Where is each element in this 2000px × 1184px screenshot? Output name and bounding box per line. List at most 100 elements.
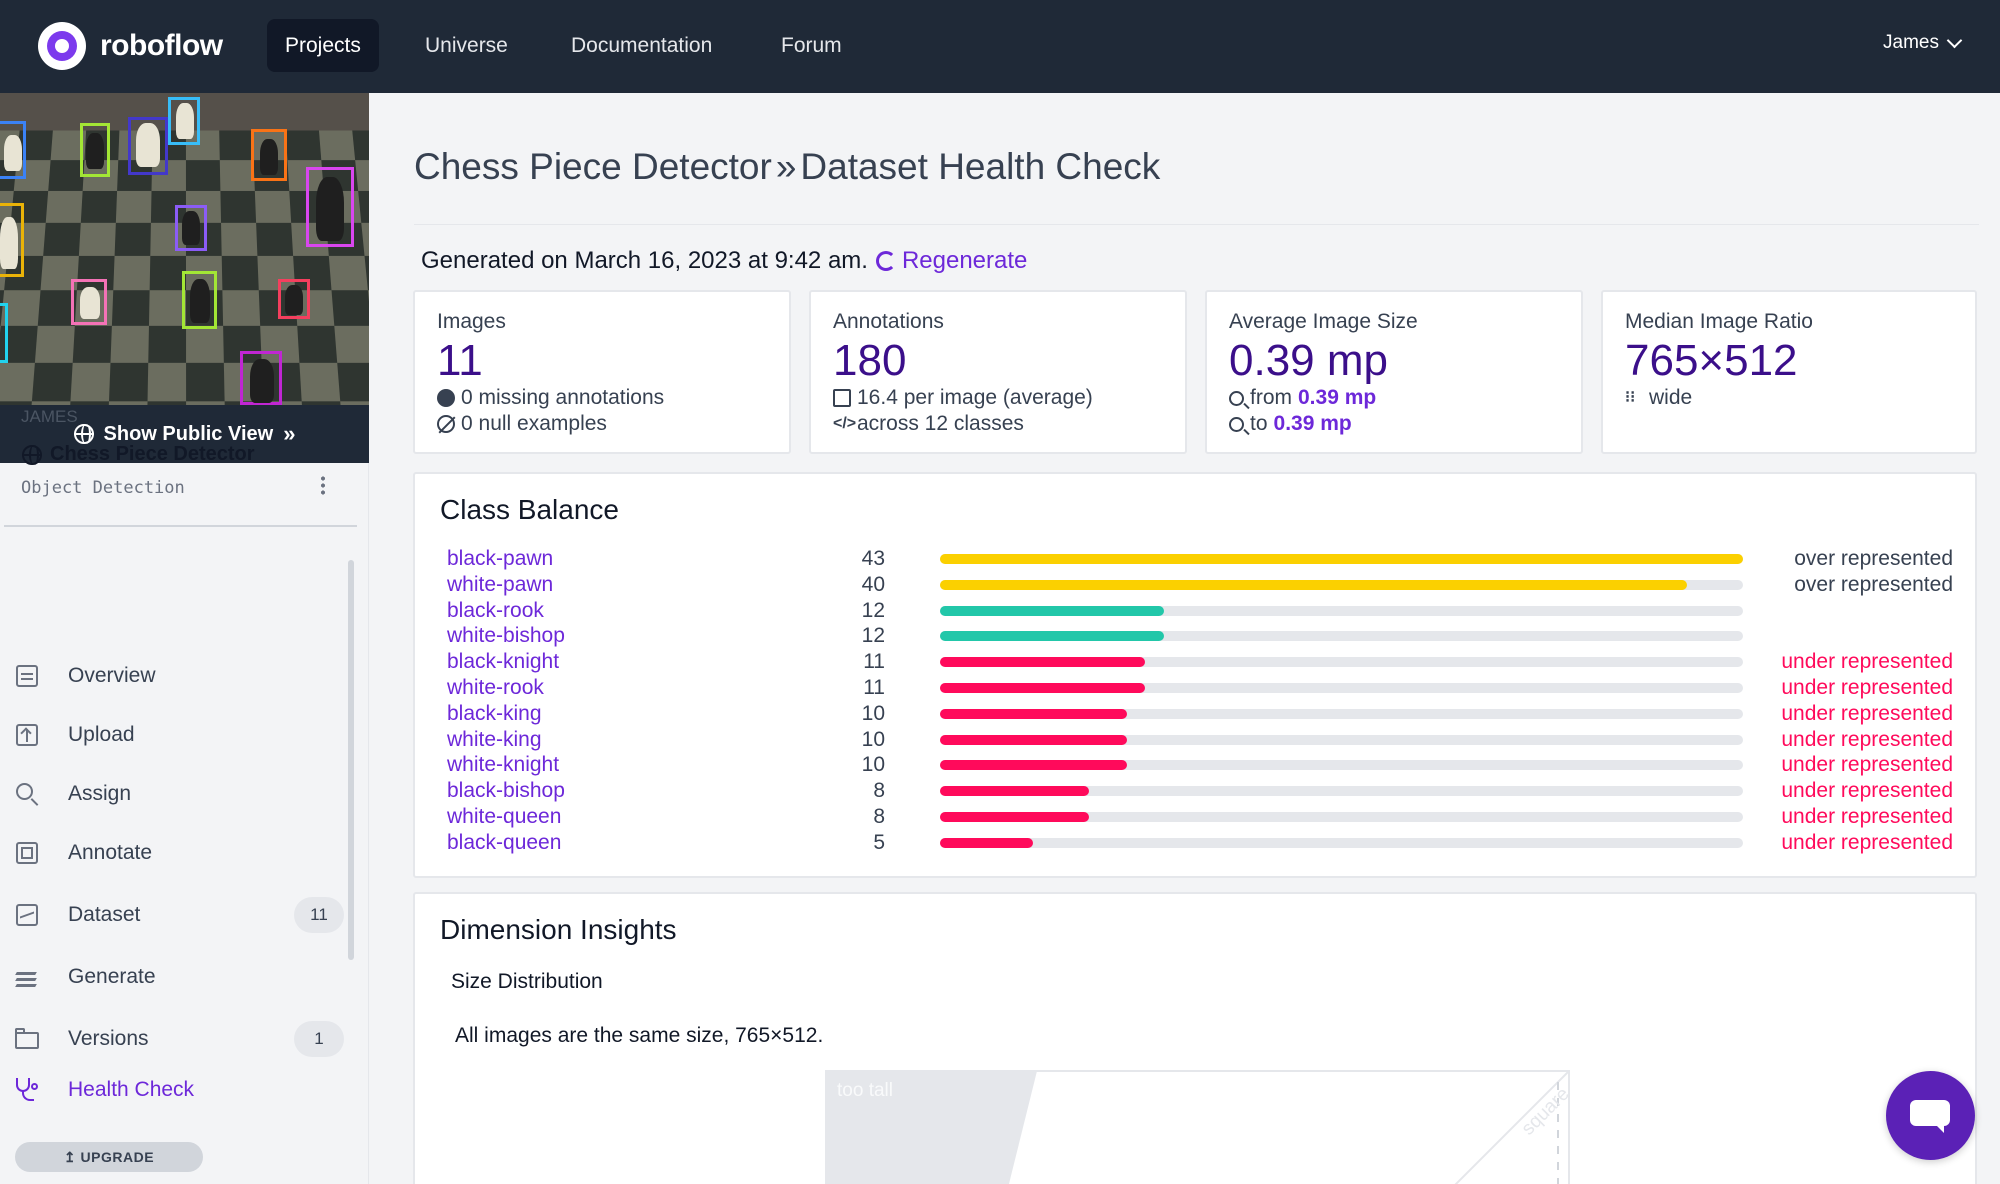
null-examples: 0 null examples — [461, 412, 607, 435]
bounding-box — [0, 203, 24, 277]
bounding-box — [0, 121, 26, 179]
sidebar-item-versions[interactable]: Versions 1 — [14, 1019, 344, 1059]
sidebar-scrollbar[interactable] — [348, 560, 354, 960]
class-bar-fill — [940, 554, 1743, 564]
show-public-view-button[interactable]: Show Public View » — [0, 405, 369, 463]
class-status: under represented — [1781, 805, 1953, 828]
class-bar-fill — [940, 631, 1165, 642]
stat-label: Images — [437, 310, 506, 333]
page-title: Chess Piece Detector» Dataset Health Chec… — [414, 146, 1160, 188]
same-size-note: All images are the same size, 765×512. — [455, 1024, 824, 1047]
square-diagonal — [1454, 1070, 1570, 1184]
stat-value: 765×512 — [1625, 336, 1798, 385]
workspace-owner: JAMES — [21, 407, 78, 426]
class-name-link[interactable]: white-king — [447, 727, 542, 751]
breadcrumb-page: Dataset Health Check — [800, 146, 1161, 187]
breadcrumb-project[interactable]: Chess Piece Detector — [414, 146, 772, 187]
brand-name: roboflow — [100, 29, 223, 62]
size-to-prefix: to — [1250, 412, 1268, 435]
nav-forum[interactable]: Forum — [781, 34, 842, 57]
stat-value: 0.39 mp — [1229, 336, 1388, 385]
class-balance-row: black-bishop 8 under represented — [415, 778, 1975, 804]
project-name[interactable]: Chess Piece Detector — [22, 443, 255, 466]
chess-piece — [136, 123, 160, 167]
upgrade-button[interactable]: ↥ UPGRADE — [15, 1142, 203, 1172]
sidebar-item-label: Annotate — [68, 841, 153, 864]
bounding-box — [175, 205, 207, 251]
annotate-icon — [14, 840, 40, 866]
stat-value: 11 — [437, 336, 483, 385]
sidebar-item-label: Versions — [68, 1027, 149, 1050]
class-bar-track — [940, 554, 1743, 564]
project-name-label: Chess Piece Detector — [50, 443, 255, 465]
class-name-link[interactable]: black-bishop — [447, 779, 565, 803]
class-balance-row: white-pawn 40 over represented — [415, 572, 1975, 598]
regenerate-link[interactable]: Regenerate — [875, 247, 1027, 275]
sidebar-item-label: Overview — [68, 664, 156, 687]
chess-piece — [0, 217, 18, 269]
nav-projects[interactable]: Projects — [267, 19, 379, 72]
class-bar-track — [940, 760, 1743, 771]
class-bar-fill — [940, 579, 1687, 590]
sidebar-item-assign[interactable]: Assign — [14, 774, 344, 814]
stat-label: Average Image Size — [1229, 310, 1418, 333]
class-name-link[interactable]: black-pawn — [447, 547, 554, 570]
bounding-box — [278, 279, 310, 319]
roboflow-logo[interactable]: roboflow — [38, 22, 223, 70]
generated-info: Generated on March 16, 2023 at 9:42 am. … — [421, 247, 1027, 275]
chess-piece — [285, 285, 303, 315]
generated-timestamp: Generated on March 16, 2023 at 9:42 am. — [421, 247, 868, 274]
roboflow-logo-icon — [38, 22, 86, 70]
zoom-in-icon — [1229, 416, 1244, 432]
size-to-value: 0.39 mp — [1273, 412, 1352, 435]
class-balance-row: white-rook 11 under represented — [415, 675, 1975, 701]
chess-piece — [86, 133, 104, 169]
stat-value: 180 — [833, 336, 907, 385]
too-tall-region — [826, 1071, 1037, 1184]
class-status: under represented — [1781, 676, 1953, 699]
size-from-prefix: from — [1250, 386, 1292, 409]
stethoscope-icon — [14, 1077, 40, 1103]
class-bar-fill — [940, 812, 1090, 822]
sidebar-item-health-check[interactable]: Health Check — [14, 1070, 344, 1110]
more-options-icon[interactable] — [321, 475, 325, 495]
class-name-link[interactable]: white-knight — [447, 753, 560, 777]
class-bar-fill — [940, 734, 1127, 745]
class-name-link[interactable]: white-rook — [447, 676, 544, 699]
class-balance-row: white-king 10 under represented — [415, 727, 1975, 753]
chat-support-button[interactable] — [1886, 1071, 1975, 1160]
sidebar-item-dataset[interactable]: Dataset 11 — [14, 895, 344, 935]
class-balance-row: white-knight 10 under represented — [415, 752, 1975, 778]
sidebar-item-generate[interactable]: Generate — [14, 957, 344, 997]
class-status: under represented — [1781, 830, 1953, 854]
chess-piece — [190, 279, 210, 323]
class-balance-row: black-rook 12 — [415, 598, 1975, 624]
class-name-link[interactable]: white-bishop — [447, 624, 565, 648]
stat-detail: </> across 12 classes — [833, 412, 1024, 436]
class-name-link[interactable]: white-queen — [447, 805, 562, 828]
stat-label: Annotations — [833, 310, 944, 333]
class-status: under represented — [1781, 779, 1953, 803]
class-bar-track — [940, 631, 1743, 642]
nav-universe[interactable]: Universe — [425, 34, 508, 57]
class-name-link[interactable]: black-rook — [447, 598, 544, 622]
chess-piece — [316, 177, 344, 241]
globe-icon — [22, 444, 42, 465]
class-name-link[interactable]: white-pawn — [447, 572, 554, 596]
class-status: under represented — [1781, 701, 1953, 725]
top-nav: roboflow Projects Universe Documentation… — [0, 0, 2000, 93]
user-menu[interactable]: James — [1883, 32, 1963, 54]
class-bar-fill — [940, 605, 1165, 616]
class-bar-fill — [940, 657, 1146, 668]
sidebar-item-annotate[interactable]: Annotate — [14, 833, 344, 873]
too-tall-label: too tall — [837, 1080, 893, 1101]
sidebar-item-upload[interactable]: Upload — [14, 715, 344, 755]
nav-documentation[interactable]: Documentation — [571, 34, 713, 57]
stat-detail: to 0.39 mp — [1229, 412, 1352, 436]
class-count: 8 — [873, 805, 885, 828]
sidebar-item-overview[interactable]: Overview — [14, 656, 344, 696]
class-name-link[interactable]: black-king — [447, 701, 542, 725]
class-name-link[interactable]: black-knight — [447, 650, 560, 674]
class-bar-track — [940, 605, 1743, 616]
class-name-link[interactable]: black-queen — [447, 830, 562, 854]
